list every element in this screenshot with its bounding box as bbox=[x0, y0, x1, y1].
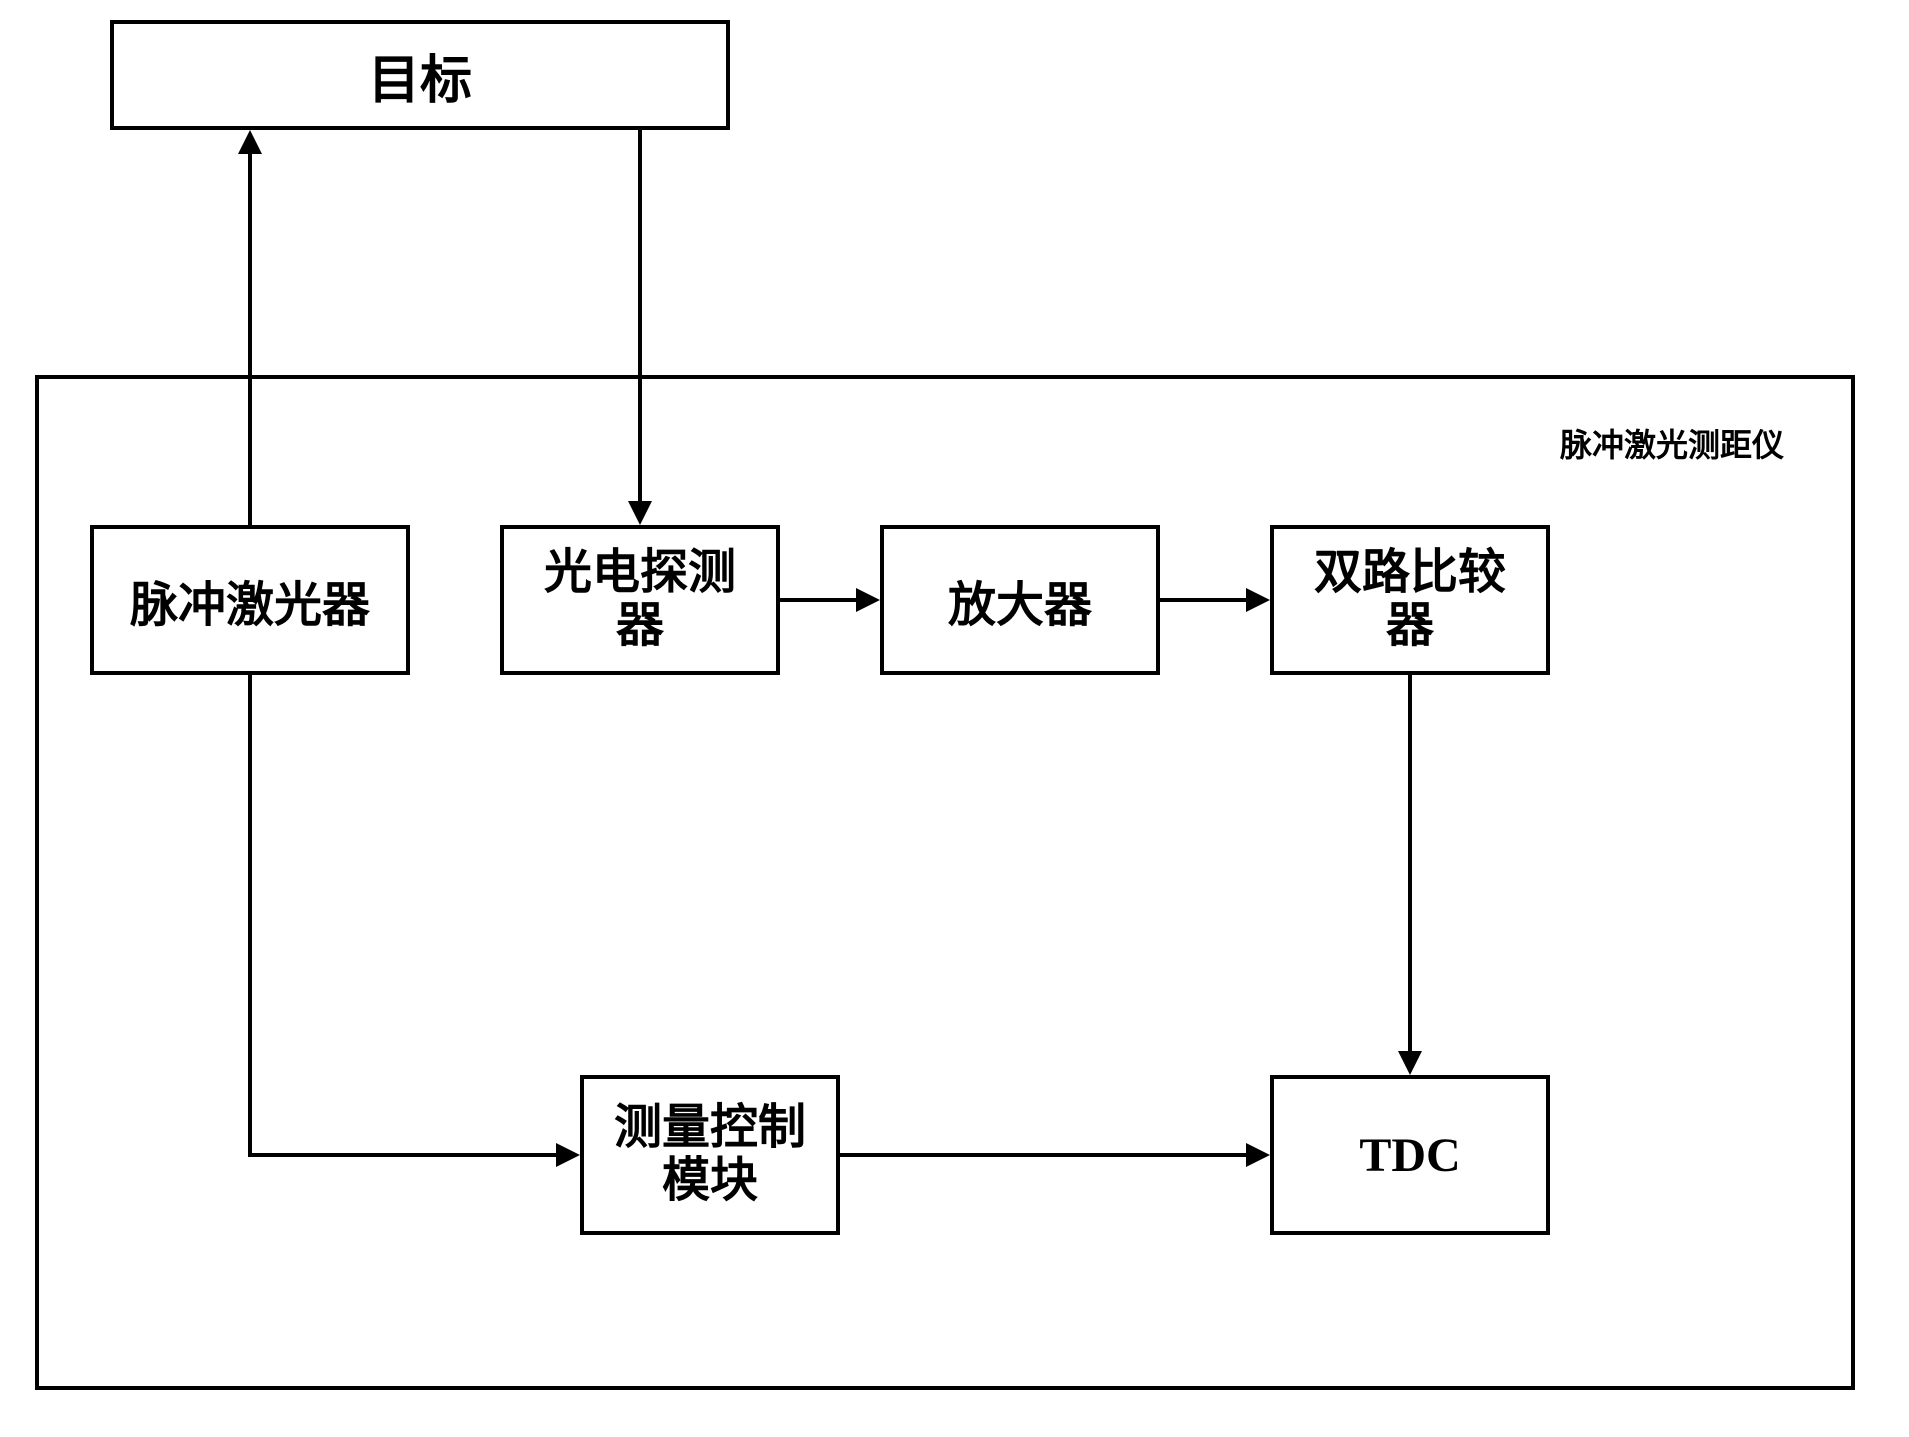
node-target: 目标 bbox=[110, 20, 730, 130]
edge-control-to-tdc-head bbox=[1246, 1143, 1270, 1167]
node-dual-comparator: 双路比较 器 bbox=[1270, 525, 1550, 675]
edge-detector-to-amplifier-head bbox=[856, 588, 880, 612]
edge-comparator-to-tdc-head bbox=[1398, 1051, 1422, 1075]
container-label: 脉冲激光测距仪 bbox=[1560, 420, 1784, 466]
node-target-label: 目标 bbox=[368, 38, 472, 113]
edge-amplifier-to-comparator-head bbox=[1246, 588, 1270, 612]
edge-detector-to-amplifier bbox=[780, 598, 860, 602]
edge-comparator-to-tdc bbox=[1408, 675, 1412, 1055]
edge-laser-to-target bbox=[248, 150, 252, 525]
edge-control-to-tdc bbox=[840, 1153, 1250, 1157]
edge-laser-to-target-head bbox=[238, 130, 262, 154]
edge-target-to-detector bbox=[638, 130, 642, 505]
node-amplifier-label: 放大器 bbox=[948, 565, 1092, 635]
edge-amplifier-to-comparator bbox=[1160, 598, 1250, 602]
node-pulse-laser-label: 脉冲激光器 bbox=[130, 565, 370, 635]
edge-laser-to-control-v bbox=[248, 675, 252, 1153]
node-photodetector-label: 光电探测 器 bbox=[544, 547, 736, 653]
node-dual-comparator-label: 双路比较 器 bbox=[1314, 547, 1506, 653]
node-control-module-label: 测量控制 模块 bbox=[614, 1102, 806, 1208]
edge-laser-to-control-h bbox=[248, 1153, 560, 1157]
node-photodetector: 光电探测 器 bbox=[500, 525, 780, 675]
edge-target-to-detector-head bbox=[628, 501, 652, 525]
node-tdc: TDC bbox=[1270, 1075, 1550, 1235]
diagram-root: 目标 脉冲激光测距仪 脉冲激光器 光电探测 器 放大器 双路比较 器 测量控制 … bbox=[0, 0, 1909, 1437]
edge-laser-to-control-head bbox=[556, 1143, 580, 1167]
node-tdc-label: TDC bbox=[1359, 1128, 1460, 1183]
node-amplifier: 放大器 bbox=[880, 525, 1160, 675]
node-control-module: 测量控制 模块 bbox=[580, 1075, 840, 1235]
node-pulse-laser: 脉冲激光器 bbox=[90, 525, 410, 675]
